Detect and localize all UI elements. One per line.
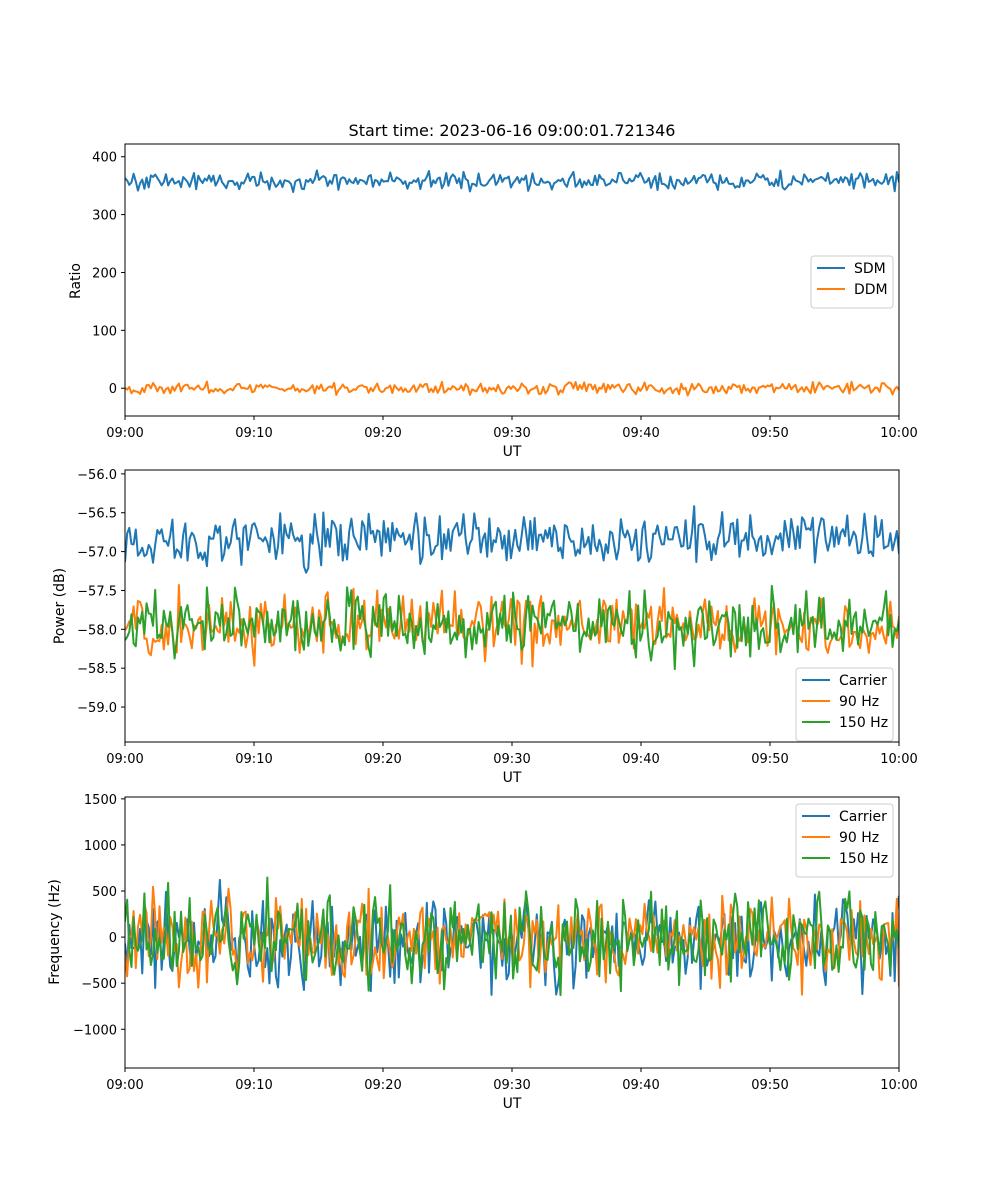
legend-label-carrier: Carrier [839, 673, 887, 689]
y-tick-label: −59.0 [77, 701, 117, 716]
ratio-x-axis: 09:00 09:10 09:20 09:30 09:40 09:50 10:00 [106, 416, 918, 441]
power-x-axis: 09:00 09:10 09:20 09:30 09:40 09:50 10:00 [106, 742, 918, 767]
power-y-axis: −59.0 −58.5 −58.0 −57.5 −57.0 −56.5 −56.0 [77, 468, 125, 716]
frequency-x-axis: 09:00 09:10 09:20 09:30 09:40 09:50 10:00 [106, 1068, 918, 1093]
y-tick-label: 0 [109, 382, 117, 397]
y-axis-label: Ratio [68, 263, 84, 299]
x-tick-label: 10:00 [880, 752, 917, 767]
series-line-sdm [125, 169, 899, 193]
y-tick-label: 500 [92, 885, 117, 900]
y-axis-label: Frequency (Hz) [47, 879, 63, 985]
series-line-ddm [125, 380, 899, 397]
y-tick-label: −58.5 [77, 662, 117, 677]
y-axis-label: Power (dB) [52, 568, 68, 644]
x-tick-label: 09:00 [106, 1078, 143, 1093]
x-tick-label: 09:50 [751, 426, 788, 441]
y-tick-label: 200 [92, 266, 117, 281]
legend-label-sdm: SDM [854, 261, 886, 277]
y-tick-label: 300 [92, 209, 117, 224]
frequency-legend: Carrier 90 Hz 150 Hz [795, 803, 894, 878]
x-tick-label: 09:30 [493, 1078, 530, 1093]
series-line-150-hz [125, 876, 899, 997]
y-tick-label: −500 [81, 977, 117, 992]
y-tick-label: 0 [109, 931, 117, 946]
x-tick-label: 09:50 [751, 1078, 788, 1093]
y-tick-label: −57.5 [77, 584, 117, 599]
ratio-y-axis: 0 100 200 300 400 [92, 151, 125, 397]
legend-label-carrier: Carrier [839, 809, 887, 825]
x-tick-label: 09:10 [235, 752, 272, 767]
x-tick-label: 09:30 [493, 426, 530, 441]
legend-label-ddm: DDM [854, 282, 888, 298]
y-tick-label: −1000 [73, 1023, 117, 1038]
ratio-series-layer [125, 169, 899, 397]
x-tick-label: 09:40 [622, 426, 659, 441]
y-tick-label: −58.0 [77, 623, 117, 638]
y-tick-label: −56.0 [77, 468, 117, 483]
y-tick-label: 1000 [84, 839, 117, 854]
y-tick-label: −57.0 [77, 546, 117, 561]
x-tick-label: 09:10 [235, 426, 272, 441]
y-tick-label: 100 [92, 324, 117, 339]
x-tick-label: 09:40 [622, 752, 659, 767]
legend-label-150-hz: 150 Hz [839, 851, 888, 867]
series-line-150-hz [125, 584, 899, 671]
ratio-panel: Start time: 2023-06-16 09:00:01.721346 0… [68, 121, 918, 460]
x-tick-label: 09:20 [364, 752, 401, 767]
legend-label-90-hz: 90 Hz [839, 694, 879, 710]
x-tick-label: 09:30 [493, 752, 530, 767]
power-legend: Carrier 90 Hz 150 Hz [795, 667, 894, 742]
power-series-layer [125, 505, 899, 671]
y-tick-label: 400 [92, 151, 117, 166]
y-tick-label: −56.5 [77, 507, 117, 522]
x-tick-label: 09:50 [751, 752, 788, 767]
x-axis-label: UT [503, 1096, 522, 1112]
chart-title: Start time: 2023-06-16 09:00:01.721346 [349, 121, 676, 140]
x-tick-label: 10:00 [880, 426, 917, 441]
ratio-legend: SDM DDM [810, 255, 894, 309]
x-tick-label: 09:00 [106, 426, 143, 441]
frequency-series-layer [125, 876, 899, 997]
x-tick-label: 09:40 [622, 1078, 659, 1093]
x-tick-label: 09:10 [235, 1078, 272, 1093]
legend-label-90-hz: 90 Hz [839, 830, 879, 846]
series-line-carrier [125, 505, 899, 574]
x-axis-label: UT [503, 770, 522, 786]
legend-label-150-hz: 150 Hz [839, 715, 888, 731]
x-tick-label: 09:20 [364, 426, 401, 441]
x-tick-label: 09:00 [106, 752, 143, 767]
x-axis-label: UT [503, 444, 522, 460]
y-tick-label: 1500 [84, 793, 117, 808]
x-tick-label: 10:00 [880, 1078, 917, 1093]
frequency-panel: 09:00 09:10 09:20 09:30 09:40 09:50 10:00 −100… [47, 793, 918, 1112]
power-panel: 09:00 09:10 09:20 09:30 09:40 09:50 10:00 −59.… [52, 468, 918, 786]
x-tick-label: 09:20 [364, 1078, 401, 1093]
frequency-y-axis: −1000 −500 0 500 1000 1500 [73, 793, 125, 1038]
